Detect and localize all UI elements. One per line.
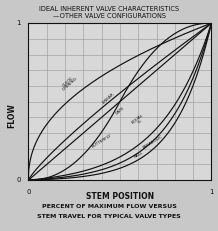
Text: BUTTERFLY: BUTTERFLY (91, 133, 112, 149)
Text: PERCENT OF MAXIMUM FLOW VERSUS: PERCENT OF MAXIMUM FLOW VERSUS (42, 204, 176, 210)
Text: LINEAR: LINEAR (102, 92, 116, 105)
Text: —OTHER VALVE CONFIGURATIONS: —OTHER VALVE CONFIGURATIONS (53, 13, 165, 19)
Text: STEM TRAVEL FOR TYPICAL VALVE TYPES: STEM TRAVEL FOR TYPICAL VALVE TYPES (37, 214, 181, 219)
Text: 1: 1 (17, 20, 21, 26)
Text: QUICK
OPENING: QUICK OPENING (59, 73, 78, 92)
Text: BALL: BALL (133, 151, 144, 159)
Text: 0: 0 (17, 177, 21, 183)
Text: EQUAL
%: EQUAL % (130, 113, 146, 128)
Text: PARABOLIC: PARABOLIC (142, 135, 164, 150)
Text: 0: 0 (26, 189, 31, 195)
Text: GATE: GATE (114, 106, 125, 116)
Text: FLOW: FLOW (7, 103, 17, 128)
X-axis label: STEM POSITION: STEM POSITION (86, 192, 154, 201)
Text: IDEAL INHERENT VALVE CHARACTERISTICS: IDEAL INHERENT VALVE CHARACTERISTICS (39, 6, 179, 12)
Text: 1: 1 (209, 189, 214, 195)
